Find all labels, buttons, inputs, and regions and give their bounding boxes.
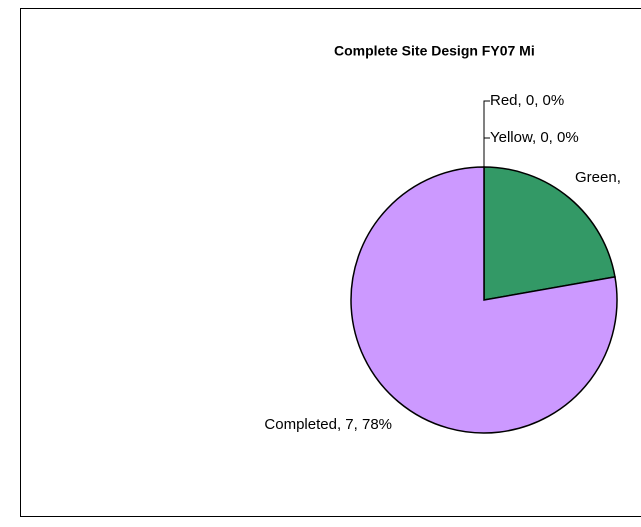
leader-lines <box>483 100 490 167</box>
pie-slice <box>483 166 616 301</box>
data-label: Green, <box>575 169 621 186</box>
pie <box>350 166 618 434</box>
chart-title: Complete Site Design FY07 Mi <box>334 43 535 59</box>
data-label: Yellow, 0, 0% <box>490 129 579 146</box>
pie-slice <box>350 166 618 434</box>
data-label: Completed, 7, 78% <box>264 416 392 433</box>
data-label: Red, 0, 0% <box>490 92 564 109</box>
